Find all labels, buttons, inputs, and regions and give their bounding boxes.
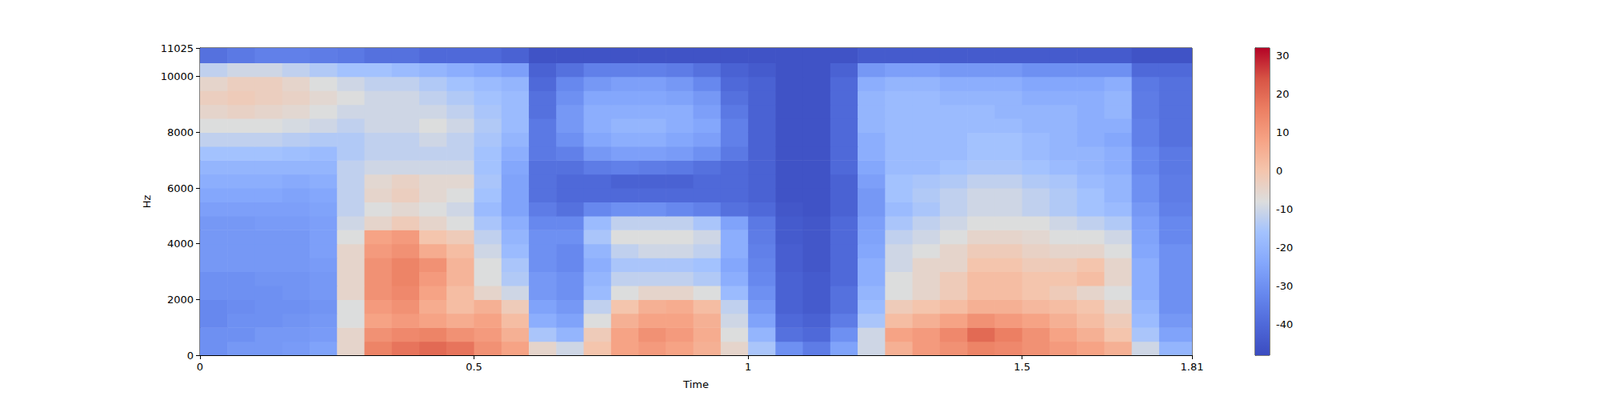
svg-text:6000: 6000 — [167, 182, 194, 195]
svg-text:Time: Time — [682, 378, 709, 391]
svg-text:30: 30 — [1276, 49, 1290, 62]
svg-text:20: 20 — [1276, 88, 1290, 100]
svg-text:Hz: Hz — [140, 195, 153, 209]
svg-text:1.81: 1.81 — [1180, 360, 1204, 373]
svg-text:11025: 11025 — [160, 42, 194, 55]
svg-text:1.5: 1.5 — [1013, 360, 1031, 373]
svg-text:10: 10 — [1276, 126, 1290, 139]
svg-text:-30: -30 — [1276, 280, 1293, 292]
svg-text:0: 0 — [1276, 164, 1283, 177]
svg-text:4000: 4000 — [167, 237, 194, 250]
svg-text:8000: 8000 — [167, 126, 194, 139]
svg-text:-40: -40 — [1276, 318, 1293, 331]
svg-text:0: 0 — [187, 349, 194, 362]
svg-text:-10: -10 — [1276, 203, 1293, 216]
svg-text:0.5: 0.5 — [465, 360, 483, 373]
svg-text:10000: 10000 — [160, 70, 194, 83]
svg-text:2000: 2000 — [167, 293, 194, 306]
svg-text:-20: -20 — [1276, 241, 1293, 254]
svg-text:1: 1 — [744, 360, 752, 373]
svg-text:0: 0 — [196, 360, 204, 373]
